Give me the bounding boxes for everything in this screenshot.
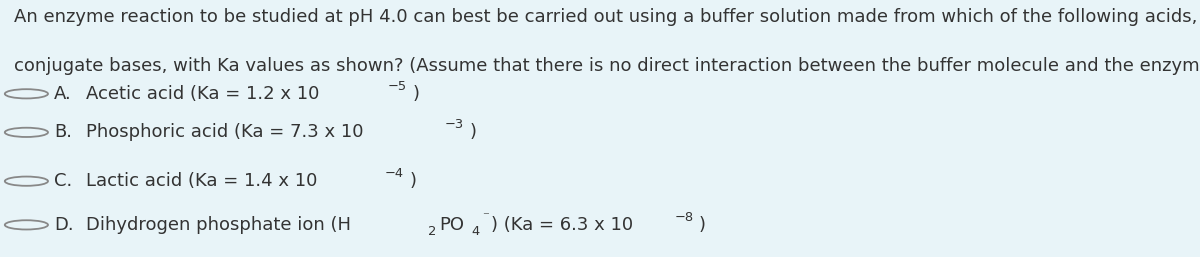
Text: −8: −8: [674, 211, 694, 224]
Text: ): ): [698, 216, 706, 234]
Text: ): ): [469, 123, 476, 141]
Text: Acetic acid (Ka = 1.2 x 10: Acetic acid (Ka = 1.2 x 10: [86, 85, 319, 103]
Text: 2: 2: [428, 225, 437, 238]
Text: An enzyme reaction to be studied at pH 4.0 can best be carried out using a buffe: An enzyme reaction to be studied at pH 4…: [14, 8, 1200, 26]
Text: ) (Ka = 6.3 x 10: ) (Ka = 6.3 x 10: [491, 216, 632, 234]
Text: PO: PO: [439, 216, 464, 234]
Text: Lactic acid (Ka = 1.4 x 10: Lactic acid (Ka = 1.4 x 10: [86, 172, 318, 190]
Text: ): ): [409, 172, 416, 190]
Text: ): ): [413, 85, 419, 103]
Text: −4: −4: [385, 167, 404, 180]
Text: B.: B.: [54, 123, 72, 141]
Text: Dihydrogen phosphate ion (H: Dihydrogen phosphate ion (H: [86, 216, 352, 234]
Text: −3: −3: [444, 118, 463, 131]
Text: 4: 4: [472, 225, 480, 238]
Text: ⁻: ⁻: [482, 211, 488, 224]
Text: C.: C.: [54, 172, 72, 190]
Text: A.: A.: [54, 85, 72, 103]
Text: Phosphoric acid (Ka = 7.3 x 10: Phosphoric acid (Ka = 7.3 x 10: [86, 123, 364, 141]
Text: conjugate bases, with Ka values as shown? (Assume that there is no direct intera: conjugate bases, with Ka values as shown…: [14, 57, 1200, 75]
Text: D.: D.: [54, 216, 73, 234]
Text: −5: −5: [388, 80, 407, 93]
